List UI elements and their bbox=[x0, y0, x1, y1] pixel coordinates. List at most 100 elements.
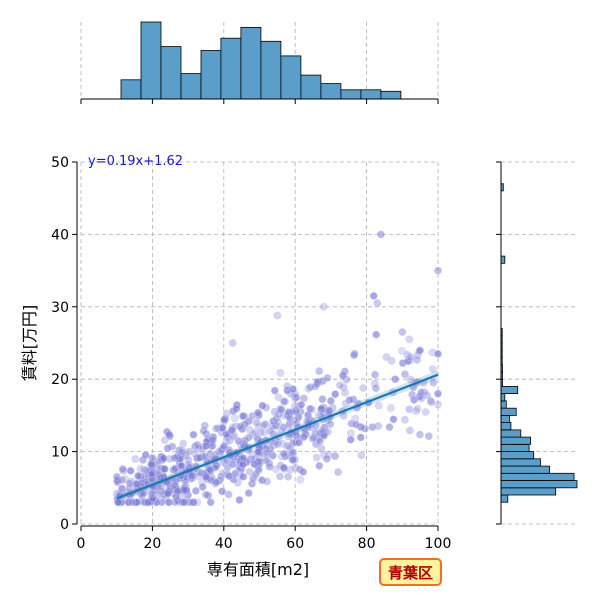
scatter-point bbox=[258, 401, 267, 410]
scatter-point bbox=[259, 421, 268, 430]
x-hist-bar bbox=[160, 46, 182, 100]
scatter-point bbox=[222, 437, 231, 446]
scatter-point bbox=[200, 421, 209, 430]
scatter-point bbox=[232, 404, 241, 413]
scatter-point bbox=[277, 405, 285, 414]
scatter-point bbox=[284, 472, 293, 481]
scatter-point bbox=[191, 486, 200, 495]
scatter-point bbox=[322, 454, 331, 463]
scatter-point bbox=[299, 467, 308, 476]
scatter-point bbox=[299, 433, 308, 441]
x-hist-bar bbox=[280, 55, 302, 100]
y-hist-bar bbox=[500, 465, 550, 474]
x-axis-title: 専有面積[m2] bbox=[207, 560, 309, 579]
scatter-point bbox=[218, 487, 226, 496]
scatter-point bbox=[382, 353, 391, 361]
scatter-point bbox=[262, 448, 271, 457]
scatter-point bbox=[424, 432, 433, 440]
y-tick-label: 30 bbox=[51, 300, 69, 316]
scatter-point bbox=[148, 453, 157, 462]
scatter-point bbox=[389, 415, 398, 424]
scatter-point bbox=[371, 370, 379, 379]
x-hist-bar bbox=[380, 90, 402, 100]
scatter-point bbox=[401, 370, 409, 379]
scatter-point bbox=[328, 403, 337, 412]
scatter-point bbox=[288, 455, 297, 464]
scatter-point bbox=[406, 353, 415, 362]
y-hist-bar bbox=[500, 443, 530, 452]
scatter-point bbox=[263, 477, 271, 486]
scatter-point bbox=[308, 434, 317, 443]
scatter-point bbox=[385, 423, 394, 431]
scatter-point bbox=[244, 433, 253, 442]
scatter-point bbox=[274, 409, 283, 418]
scatter-point bbox=[416, 346, 424, 355]
scatter-point bbox=[279, 463, 288, 472]
scatter-point bbox=[373, 299, 382, 308]
scatter-point bbox=[163, 444, 172, 453]
ward-badge-box bbox=[379, 558, 442, 586]
scatter-point bbox=[125, 479, 134, 488]
scatter-point bbox=[404, 357, 412, 366]
scatter-point bbox=[217, 472, 225, 481]
scatter-point bbox=[224, 490, 233, 499]
scatter-point bbox=[341, 399, 350, 408]
x-tick-label: 80 bbox=[358, 536, 376, 552]
scatter-point bbox=[434, 400, 442, 409]
scatter-point bbox=[405, 426, 414, 435]
x-hist-bar bbox=[240, 26, 262, 100]
scatter-point bbox=[331, 390, 340, 398]
scatter-point bbox=[244, 489, 253, 497]
scatter-point bbox=[400, 415, 409, 424]
scatter-point bbox=[185, 447, 194, 456]
scatter-point bbox=[260, 454, 269, 463]
scatter-point bbox=[405, 405, 414, 414]
scatter-point bbox=[323, 374, 332, 382]
scatter-point bbox=[237, 472, 246, 480]
scatter-point bbox=[291, 416, 299, 425]
scatter-point bbox=[219, 442, 228, 451]
scatter-points bbox=[112, 230, 442, 507]
scatter-point bbox=[250, 428, 259, 437]
scatter-point bbox=[434, 389, 442, 398]
scatter-point bbox=[188, 471, 196, 480]
y-hist-bar bbox=[500, 472, 575, 481]
regression-line bbox=[116, 373, 439, 500]
scatter-point bbox=[339, 371, 347, 380]
scatter-point bbox=[273, 311, 282, 320]
scatter-point bbox=[173, 487, 182, 496]
x-hist-bar bbox=[120, 79, 142, 100]
scatter-point bbox=[230, 414, 239, 423]
scatter-point bbox=[128, 498, 136, 507]
x-hist-bar bbox=[300, 74, 322, 100]
scatter-point bbox=[148, 489, 156, 498]
scatter-point bbox=[258, 476, 266, 485]
scatter-point bbox=[202, 441, 211, 450]
scatter-point bbox=[245, 467, 254, 476]
x-hist-bar bbox=[220, 37, 242, 100]
scatter-point bbox=[413, 355, 421, 364]
scatter-point bbox=[132, 479, 141, 488]
scatter-point bbox=[272, 414, 281, 423]
scatter-point bbox=[376, 230, 385, 239]
scatter-point bbox=[434, 266, 442, 275]
scatter-point bbox=[261, 420, 270, 429]
scatter-point bbox=[311, 382, 319, 391]
scatter-point bbox=[326, 396, 335, 405]
scatter-point bbox=[118, 476, 126, 484]
scatter-point bbox=[429, 378, 438, 387]
scatter-point bbox=[315, 367, 324, 375]
ward-badge-label: 青葉区 bbox=[388, 564, 433, 582]
scatter-point bbox=[233, 478, 242, 487]
scatter-point bbox=[289, 385, 297, 393]
scatter-point bbox=[391, 375, 400, 384]
y-hist-bar bbox=[500, 414, 510, 423]
scatter-point bbox=[180, 498, 189, 507]
x-hist-bar bbox=[140, 21, 162, 100]
scatter-point bbox=[249, 475, 258, 484]
scatter-point bbox=[368, 423, 377, 431]
scatter-point bbox=[306, 404, 314, 413]
y-tick-label: 50 bbox=[51, 155, 69, 171]
scatter-point bbox=[398, 328, 407, 336]
scatter-point bbox=[318, 426, 327, 435]
